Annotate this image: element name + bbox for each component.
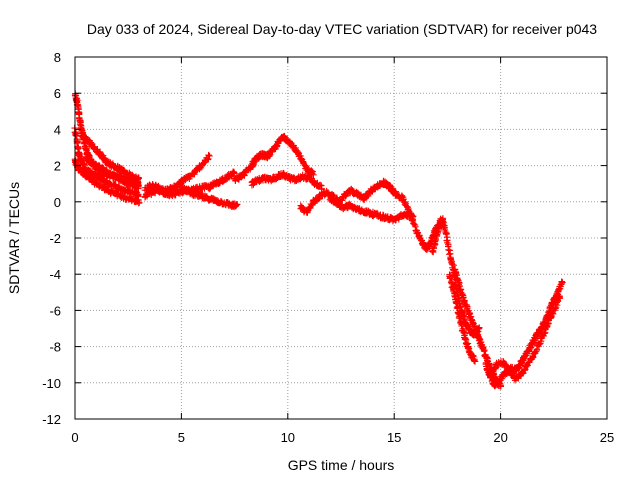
- data-point: [446, 251, 453, 258]
- data-point: [445, 246, 452, 254]
- data-point: [471, 358, 479, 365]
- data-point: [553, 301, 561, 309]
- x-axis-label: GPS time / hours: [288, 457, 395, 473]
- data-point: [398, 192, 406, 200]
- data-point: [447, 274, 454, 282]
- x-tick-label: 0: [71, 430, 78, 445]
- x-tick-label: 15: [387, 430, 401, 445]
- data-point: [310, 171, 317, 178]
- data-point: [80, 160, 87, 168]
- y-tick-label: -12: [42, 412, 61, 427]
- x-axis-ticks: 0 5 10 15 20 25: [71, 57, 614, 445]
- data-point: [234, 201, 241, 208]
- data-point: [364, 192, 372, 200]
- data-point: [558, 278, 565, 286]
- y-tick-label: -8: [49, 340, 61, 355]
- data-point: [328, 191, 336, 198]
- y-axis-label: SDTVAR / TECUs: [6, 182, 22, 294]
- y-tick-label: -10: [42, 376, 61, 391]
- y-tick-label: 4: [54, 122, 61, 137]
- data-point: [206, 152, 213, 160]
- data-point: [549, 300, 556, 307]
- data-point: [430, 245, 438, 252]
- x-tick-label: 20: [493, 430, 507, 445]
- gridlines: [75, 57, 607, 419]
- data-point: [444, 239, 451, 247]
- y-tick-label: -2: [49, 231, 61, 246]
- data-point: [453, 272, 460, 279]
- y-tick-label: -4: [49, 267, 61, 282]
- data-point: [205, 151, 212, 159]
- x-tick-label: 10: [281, 430, 295, 445]
- data-point: [452, 270, 459, 278]
- x-tick-label: 5: [178, 430, 185, 445]
- data-point: [455, 281, 462, 288]
- data-point: [407, 210, 414, 217]
- data-point: [273, 142, 281, 149]
- data-point: [135, 183, 142, 190]
- data-point: [206, 185, 213, 193]
- y-tick-label: 8: [54, 50, 61, 65]
- data-point: [315, 195, 323, 203]
- data-point: [459, 290, 466, 298]
- data-point: [72, 132, 79, 139]
- data-point: [134, 174, 142, 181]
- chart-title: Day 033 of 2024, Sidereal Day-to-day VTE…: [87, 21, 597, 37]
- data-point: [308, 167, 315, 174]
- data-point: [443, 231, 450, 238]
- data-points: [71, 90, 566, 390]
- y-axis-ticks: -12 -10 -8 -6 -4 -2 0 2 4 6 8: [42, 50, 607, 427]
- data-point: [298, 203, 306, 211]
- y-tick-label: 6: [54, 86, 61, 101]
- data-point: [76, 120, 84, 128]
- data-point: [456, 315, 463, 322]
- data-point: [317, 181, 324, 189]
- data-point: [136, 199, 143, 206]
- y-tick-label: 0: [54, 195, 61, 210]
- data-point: [464, 344, 472, 351]
- data-point: [232, 202, 240, 209]
- x-tick-label: 25: [600, 430, 614, 445]
- data-point: [556, 293, 563, 301]
- data-point: [135, 174, 143, 182]
- data-point: [460, 329, 467, 336]
- data-point: [541, 330, 548, 337]
- data-point: [309, 168, 316, 175]
- y-tick-label: -6: [49, 303, 61, 318]
- y-tick-label: 2: [54, 159, 61, 174]
- data-point: [451, 292, 458, 300]
- data-point: [135, 191, 142, 198]
- data-point: [429, 248, 436, 255]
